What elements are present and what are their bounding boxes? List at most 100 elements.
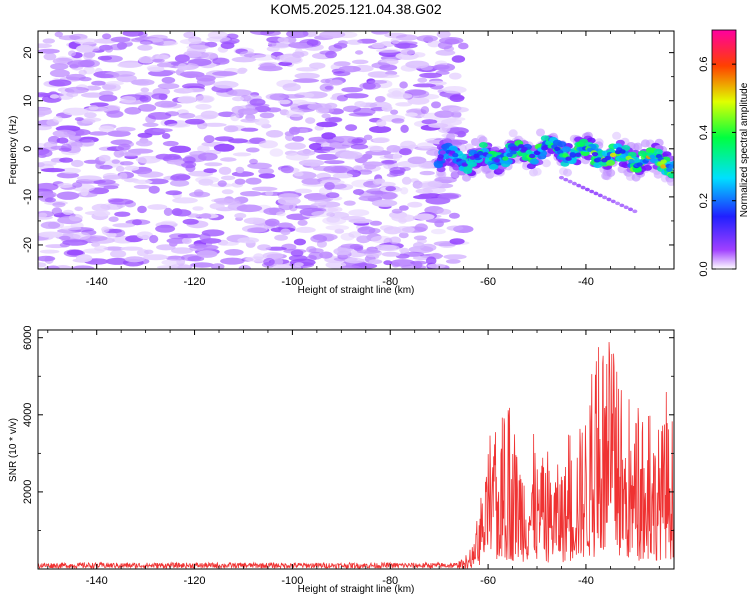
- noise-cell: [325, 50, 337, 59]
- signal-cell: [660, 164, 667, 169]
- noise-cell: [76, 175, 102, 182]
- noise-cell: [269, 148, 284, 157]
- noise-cell: [59, 167, 82, 174]
- x-tick-label: -40: [578, 276, 594, 288]
- noise-cell: [38, 48, 60, 54]
- noise-cell: [365, 149, 392, 156]
- signal-cell: [612, 131, 622, 140]
- noise-cell: [395, 102, 412, 107]
- x-tick-label: -100: [281, 575, 303, 587]
- noise-cell: [358, 169, 373, 175]
- noise-cell: [147, 66, 165, 72]
- noise-cell: [169, 241, 178, 247]
- noise-cell: [251, 186, 278, 192]
- noise-cell: [88, 105, 99, 111]
- noise-cell: [407, 89, 430, 99]
- noise-cell: [374, 73, 400, 79]
- noise-cell: [381, 191, 397, 200]
- noise-cell: [301, 178, 323, 185]
- noise-cell: [99, 164, 113, 170]
- noise-cell: [350, 143, 369, 150]
- noise-cell: [340, 265, 361, 269]
- x-tick-label: -120: [184, 575, 206, 587]
- noise-cell: [371, 31, 390, 35]
- signal-cell: [542, 145, 549, 150]
- noise-cell: [204, 162, 223, 167]
- noise-cell: [292, 136, 305, 142]
- signal-cell: [660, 159, 667, 164]
- noise-cell: [343, 200, 356, 206]
- noise-cell: [40, 191, 57, 198]
- noise-cell: [188, 243, 208, 249]
- noise-cell: [43, 52, 57, 61]
- noise-cell: [316, 153, 339, 161]
- noise-cell: [263, 258, 275, 266]
- signal-cell: [489, 163, 499, 170]
- noise-cell: [346, 39, 363, 45]
- noise-cell: [182, 156, 196, 164]
- noise-cell: [94, 245, 109, 252]
- noise-cell: [183, 31, 196, 39]
- signal-cell: [439, 150, 446, 155]
- noise-cell: [213, 80, 239, 89]
- noise-cell: [246, 147, 260, 153]
- noise-cell: [185, 118, 205, 125]
- noise-cell: [319, 31, 346, 39]
- noise-cell: [38, 255, 56, 262]
- noise-cell: [58, 35, 81, 41]
- noise-cell: [137, 205, 147, 214]
- noise-cell: [161, 133, 171, 139]
- noise-cell: [163, 207, 173, 216]
- secondary-band-cell: [563, 177, 569, 182]
- noise-cell: [107, 130, 131, 137]
- noise-cell: [352, 189, 365, 195]
- noise-cell: [348, 231, 362, 238]
- noise-cell: [279, 94, 305, 99]
- noise-cell: [316, 121, 338, 128]
- noise-cell: [427, 263, 446, 269]
- noise-cell: [286, 31, 309, 39]
- noise-cell: [329, 142, 343, 149]
- noise-cell: [108, 216, 119, 222]
- noise-cell: [372, 178, 383, 185]
- x-tick-label: -140: [86, 575, 108, 587]
- noise-cell: [417, 142, 434, 149]
- noise-cell: [97, 182, 120, 188]
- noise-cell: [166, 123, 191, 128]
- noise-cell: [160, 220, 176, 226]
- noise-cell: [67, 60, 93, 68]
- noise-cell: [220, 157, 237, 162]
- signal-cell: [574, 152, 582, 157]
- noise-cell: [183, 87, 205, 93]
- secondary-band-cell: [576, 183, 582, 188]
- noise-cell: [257, 65, 283, 72]
- noise-cell: [391, 214, 416, 223]
- spectrogram-frame: [37, 30, 675, 270]
- signal-cell: [478, 142, 488, 148]
- noise-cell: [161, 259, 183, 266]
- noise-cell: [324, 182, 335, 190]
- noise-cell: [54, 31, 63, 38]
- spectrogram-y-label: Frequency (Hz): [8, 116, 19, 185]
- noise-cell: [389, 236, 401, 245]
- noise-cell: [93, 210, 111, 217]
- noise-cell: [292, 51, 305, 58]
- noise-cell: [119, 150, 129, 156]
- signal-cell: [521, 146, 528, 152]
- signal-cell: [545, 140, 552, 146]
- spectrogram-x-label: Height of straight line (km): [298, 285, 415, 296]
- noise-cell: [386, 145, 401, 153]
- noise-cell: [369, 125, 392, 133]
- noise-cell: [372, 137, 390, 143]
- noise-cell: [48, 79, 72, 87]
- signal-cell: [506, 152, 513, 158]
- noise-cell: [133, 184, 151, 189]
- noise-cell: [435, 49, 456, 56]
- noise-cell: [102, 33, 112, 40]
- noise-cell: [220, 257, 245, 265]
- noise-cell: [195, 75, 216, 82]
- signal-cell: [666, 178, 674, 186]
- noise-cell: [390, 109, 399, 115]
- noise-cell: [385, 186, 397, 192]
- noise-cell: [83, 51, 96, 58]
